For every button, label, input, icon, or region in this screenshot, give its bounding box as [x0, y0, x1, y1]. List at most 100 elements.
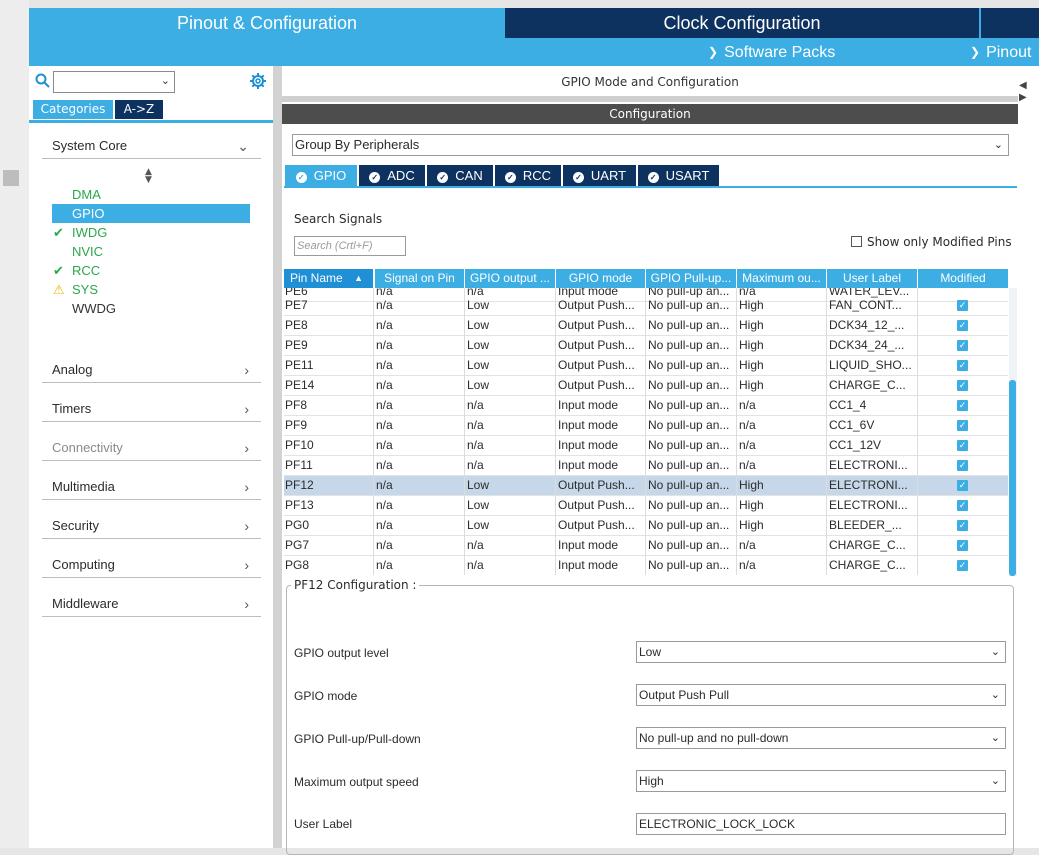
modified-checkbox-icon[interactable]: ✓: [957, 340, 968, 351]
table-row[interactable]: PE11 n/a Low Output Push... No pull-up an...…: [284, 356, 1008, 376]
tab-adc[interactable]: ✓ ADC: [359, 165, 425, 186]
modified-checkbox-icon[interactable]: ✓: [957, 320, 968, 331]
cell-label: CC1_6V: [827, 416, 918, 436]
cell-mode: Output Push...: [556, 296, 646, 316]
system-core-item-rcc[interactable]: ✔ RCC: [52, 261, 250, 280]
tab-pinout-configuration[interactable]: Pinout & Configuration: [29, 8, 505, 38]
cell-label: DCK34_24_...: [827, 336, 918, 356]
table-row[interactable]: PE14 n/a Low Output Push... No pull-up an...…: [284, 376, 1008, 396]
category-connectivity[interactable]: Connectivity ›: [42, 435, 261, 461]
column-header-user-label[interactable]: User Label: [827, 269, 918, 288]
tab-can[interactable]: ✓ CAN: [427, 165, 493, 186]
gpio-output-level-select[interactable]: Low ⌄: [636, 641, 1006, 663]
system-core-item-dma[interactable]: DMA: [52, 185, 250, 204]
cell-signal: n/a: [374, 336, 465, 356]
modified-checkbox-icon[interactable]: ✓: [957, 400, 968, 411]
cell-modified: ✓: [918, 436, 1008, 456]
table-scrollbar-thumb[interactable]: [1009, 380, 1016, 576]
category-analog[interactable]: Analog ›: [42, 357, 261, 383]
warning-icon: ⚠: [53, 282, 65, 297]
chevron-down-icon: ⌄: [993, 139, 1003, 151]
modified-checkbox-icon[interactable]: ✓: [957, 480, 968, 491]
cell-speed: High: [737, 376, 827, 396]
column-header-output[interactable]: GPIO output ...: [465, 269, 556, 288]
az-button[interactable]: A->Z: [115, 100, 163, 119]
panel-divider[interactable]: [273, 66, 282, 848]
modified-checkbox-icon[interactable]: ✓: [957, 540, 968, 551]
table-row[interactable]: PE8 n/a Low Output Push... No pull-up an... H…: [284, 316, 1008, 336]
table-row[interactable]: PF8 n/a n/a Input mode No pull-up an... n/a CC…: [284, 396, 1008, 416]
categories-button[interactable]: Categories: [33, 100, 113, 119]
system-core-item-gpio[interactable]: GPIO: [52, 204, 250, 223]
cell-modified: ✓: [918, 296, 1008, 316]
panel-arrows-icon[interactable]: ◀ ▶: [1019, 80, 1027, 103]
column-header-mode[interactable]: GPIO mode: [556, 269, 646, 288]
tab-overflow[interactable]: [981, 8, 1039, 38]
gear-icon[interactable]: [249, 72, 269, 92]
user-label-input[interactable]: ELECTRONIC_LOCK_LOCK: [636, 813, 1006, 835]
gpio-pull-select[interactable]: No pull-up and no pull-down ⌄: [636, 727, 1006, 749]
tab-usart[interactable]: ✓ USART: [638, 165, 719, 186]
system-core-item-nvic[interactable]: NVIC: [52, 242, 250, 261]
cell-mode: Input mode: [556, 416, 646, 436]
cell-speed: n/a: [737, 416, 827, 436]
gpio-mode-select[interactable]: Output Push Pull ⌄: [636, 684, 1006, 706]
cell-mode: Input mode: [556, 436, 646, 456]
chevron-down-icon: ⌄: [160, 74, 170, 87]
modified-checkbox-icon[interactable]: ✓: [957, 440, 968, 451]
search-icon[interactable]: [35, 73, 51, 89]
column-header-modified[interactable]: Modified: [918, 269, 1008, 288]
cell-pull: No pull-up an...: [646, 316, 737, 336]
modified-checkbox-icon[interactable]: ✓: [957, 520, 968, 531]
cell-modified: ✓: [918, 316, 1008, 336]
modified-checkbox-icon[interactable]: ✓: [957, 560, 968, 571]
table-row[interactable]: PG7 n/a n/a Input mode No pull-up an... n/a CH…: [284, 536, 1008, 556]
modified-checkbox-icon[interactable]: ✓: [957, 300, 968, 311]
software-packs-menu[interactable]: ❯ Software Packs: [708, 40, 835, 66]
table-row[interactable]: PF12 n/a Low Output Push... No pull-up an...…: [284, 476, 1008, 496]
collapse-handle[interactable]: [3, 170, 19, 186]
modified-checkbox-icon[interactable]: ✓: [957, 380, 968, 391]
system-core-item-wwdg[interactable]: WWDG: [52, 299, 250, 318]
table-row[interactable]: PE9 n/a Low Output Push... No pull-up an... H…: [284, 336, 1008, 356]
table-row[interactable]: PF13 n/a Low Output Push... No pull-up an...…: [284, 496, 1008, 516]
column-header-pin-name[interactable]: Pin Name ▲: [284, 269, 374, 288]
category-search-combobox[interactable]: ⌄: [53, 71, 175, 93]
max-output-speed-select[interactable]: High ⌄: [636, 770, 1006, 792]
tab-label: USART: [665, 168, 710, 183]
modified-checkbox-icon[interactable]: ✓: [957, 500, 968, 511]
category-timers[interactable]: Timers ›: [42, 396, 261, 422]
column-header-signal[interactable]: Signal on Pin: [375, 269, 465, 288]
sort-icon[interactable]: ▲ ▼: [145, 167, 152, 185]
system-core-item-sys[interactable]: ⚠ SYS: [52, 280, 250, 299]
table-row[interactable]: PG0 n/a Low Output Push... No pull-up an... H…: [284, 516, 1008, 536]
chevron-down-icon: ❯: [970, 45, 981, 59]
category-middleware[interactable]: Middleware ›: [42, 591, 261, 617]
category-system-core[interactable]: System Core ⌄: [42, 133, 261, 159]
search-signals-input[interactable]: Search (Crtl+F): [294, 236, 406, 256]
table-row[interactable]: PF11 n/a n/a Input mode No pull-up an... n/a E…: [284, 456, 1008, 476]
tab-clock-configuration[interactable]: Clock Configuration: [505, 8, 979, 38]
group-by-select[interactable]: Group By Peripherals ⌄: [292, 134, 1009, 156]
item-label: NVIC: [72, 244, 104, 259]
tab-rcc[interactable]: ✓ RCC: [495, 165, 561, 186]
category-multimedia[interactable]: Multimedia ›: [42, 474, 261, 500]
column-header-pull[interactable]: GPIO Pull-up...: [646, 269, 737, 288]
show-modified-checkbox[interactable]: Show only Modified Pins: [851, 235, 1012, 249]
category-computing[interactable]: Computing ›: [42, 552, 261, 578]
column-header-speed[interactable]: Maximum ou...: [737, 269, 827, 288]
system-core-item-iwdg[interactable]: ✔ IWDG: [52, 223, 250, 242]
check-circle-icon: ✓: [647, 172, 659, 183]
table-row[interactable]: PE7 n/a Low Output Push... No pull-up an... H…: [284, 296, 1008, 316]
category-security[interactable]: Security ›: [42, 513, 261, 539]
modified-checkbox-icon[interactable]: ✓: [957, 420, 968, 431]
table-row[interactable]: PF9 n/a n/a Input mode No pull-up an... n/a CC…: [284, 416, 1008, 436]
tab-uart[interactable]: ✓ UART: [563, 165, 636, 186]
modified-checkbox-icon[interactable]: ✓: [957, 360, 968, 371]
table-row[interactable]: PG8 n/a n/a Input mode No pull-up an... n/a CH…: [284, 556, 1008, 575]
pinout-menu[interactable]: ❯ Pinout: [970, 40, 1031, 66]
table-row[interactable]: PF10 n/a n/a Input mode No pull-up an... n/a C…: [284, 436, 1008, 456]
cell-modified: ✓: [918, 516, 1008, 536]
tab-gpio[interactable]: ✓ GPIO: [285, 165, 357, 186]
modified-checkbox-icon[interactable]: ✓: [957, 460, 968, 471]
